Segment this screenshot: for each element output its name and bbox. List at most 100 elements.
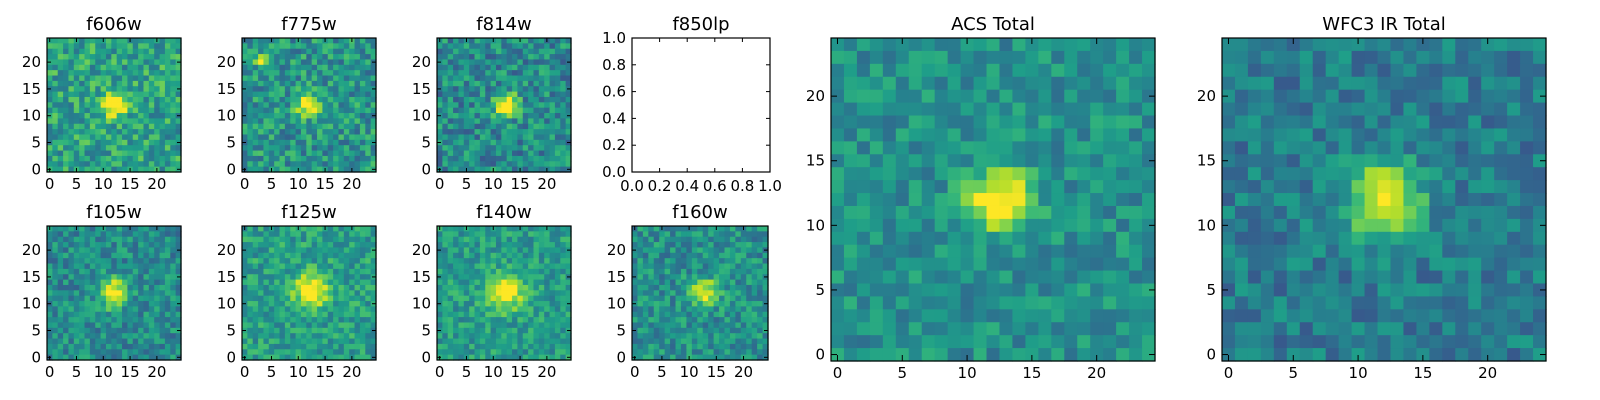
y-tick-label: 15 xyxy=(806,152,825,170)
x-tick-label: 0 xyxy=(45,175,55,193)
y-tick-label: 15 xyxy=(22,80,41,98)
x-tick-label: 10 xyxy=(1349,364,1368,382)
x-tick-label: 10 xyxy=(94,363,113,381)
y-tick-label: 0.6 xyxy=(602,83,626,101)
y-tick-label: 0 xyxy=(421,348,431,366)
axes-frame xyxy=(241,225,377,361)
panel-acs-total: ACS Total 0 5 10 15 20 0 5 10 15 20 xyxy=(806,14,1156,382)
image-pixels xyxy=(437,226,572,361)
y-tick-label: 0 xyxy=(1206,346,1216,364)
y-tick-label: 0.0 xyxy=(602,163,626,181)
y-tick-label: 20 xyxy=(412,241,431,259)
y-tick-label: 0 xyxy=(31,160,41,178)
y-tick-label: 0.8 xyxy=(602,56,626,74)
image-pixels xyxy=(831,38,1156,362)
y-tick-label: 0.2 xyxy=(602,136,626,154)
x-tick-label: 20 xyxy=(537,175,556,193)
y-tick-label: 15 xyxy=(412,80,431,98)
x-tick-label: 0 xyxy=(1224,364,1234,382)
x-tick-label: 15 xyxy=(1022,364,1041,382)
x-tick-label: 0 xyxy=(435,363,445,381)
x-tick-label: 20 xyxy=(734,363,753,381)
x-tick-label: 15 xyxy=(316,363,335,381)
y-tick-label: 10 xyxy=(217,107,236,125)
y-tick-label: 10 xyxy=(22,107,41,125)
y-tick-label: 10 xyxy=(412,295,431,313)
image-pixels xyxy=(1222,38,1547,362)
axes-frame xyxy=(631,225,769,361)
y-tick-label: 0 xyxy=(226,348,236,366)
y-tick-label: 15 xyxy=(1197,152,1216,170)
x-tick-label: 0.4 xyxy=(675,177,699,195)
x-tick-label: 15 xyxy=(1413,364,1432,382)
x-tick-label: 15 xyxy=(707,363,726,381)
x-tick-label: 15 xyxy=(511,363,530,381)
x-tick-label: 5 xyxy=(267,363,277,381)
axes-frame xyxy=(436,37,572,173)
x-tick-label: 5 xyxy=(898,364,908,382)
y-tick-label: 5 xyxy=(226,322,236,340)
x-tick-label: 15 xyxy=(121,175,140,193)
image-pixels xyxy=(242,38,377,173)
y-tick-label: 10 xyxy=(22,295,41,313)
y-tick-label: 20 xyxy=(412,53,431,71)
x-tick-label: 0.6 xyxy=(703,177,727,195)
x-tick-label: 5 xyxy=(462,175,472,193)
x-tick-label: 10 xyxy=(958,364,977,382)
y-tick-label: 15 xyxy=(217,268,236,286)
x-tick-label: 20 xyxy=(537,363,556,381)
x-tick-label: 15 xyxy=(316,175,335,193)
x-tick-label: 10 xyxy=(484,363,503,381)
y-tick-label: 10 xyxy=(412,107,431,125)
x-tick-label: 15 xyxy=(121,363,140,381)
x-tick-label: 20 xyxy=(1478,364,1497,382)
y-tick-label: 20 xyxy=(607,241,626,259)
panel-title: f105w xyxy=(86,202,141,223)
x-tick-label: 0.2 xyxy=(648,177,672,195)
y-tick-label: 0 xyxy=(421,160,431,178)
x-tick-label: 0 xyxy=(240,363,250,381)
panel-title: f850lp xyxy=(672,14,729,35)
y-tick-label: 10 xyxy=(217,295,236,313)
x-tick-label: 5 xyxy=(657,363,667,381)
x-tick-label: 0 xyxy=(630,363,640,381)
axes-frame xyxy=(1221,37,1547,362)
image-pixels xyxy=(47,38,182,173)
y-tick-label: 1.0 xyxy=(602,29,626,47)
image-pixels xyxy=(437,38,572,173)
panel-title: ACS Total xyxy=(951,14,1035,35)
x-tick-label: 5 xyxy=(1289,364,1299,382)
panel-title: f775w xyxy=(281,14,336,35)
image-pixels xyxy=(242,226,377,361)
y-tick-label: 5 xyxy=(616,322,626,340)
y-tick-label: 20 xyxy=(22,53,41,71)
x-tick-label: 10 xyxy=(484,175,503,193)
x-tick-label: 10 xyxy=(94,175,113,193)
axes-frame xyxy=(436,225,572,361)
panel-title: f160w xyxy=(672,202,727,223)
x-tick-label: 5 xyxy=(72,363,82,381)
image-pixels xyxy=(632,226,769,361)
panel-title: f140w xyxy=(476,202,531,223)
axes-frame xyxy=(631,37,771,173)
axes-frame xyxy=(830,37,1156,362)
y-tick-label: 0 xyxy=(815,346,825,364)
x-tick-label: 5 xyxy=(462,363,472,381)
y-tick-label: 0 xyxy=(616,348,626,366)
x-tick-label: 20 xyxy=(342,175,361,193)
x-tick-label: 10 xyxy=(289,363,308,381)
y-tick-label: 5 xyxy=(815,281,825,299)
y-tick-label: 20 xyxy=(22,241,41,259)
x-tick-label: 0 xyxy=(240,175,250,193)
y-tick-label: 15 xyxy=(607,268,626,286)
y-tick-label: 5 xyxy=(421,134,431,152)
panel-title: f125w xyxy=(281,202,336,223)
y-tick-label: 10 xyxy=(607,295,626,313)
y-tick-label: 10 xyxy=(1197,216,1216,234)
